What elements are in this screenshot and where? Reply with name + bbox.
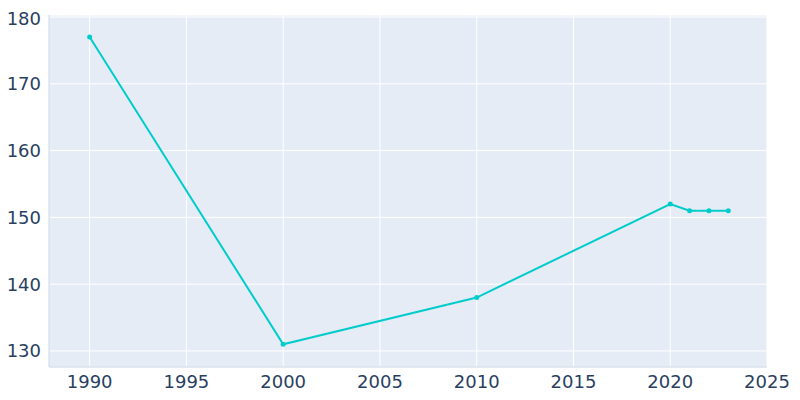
svg-text:140: 140: [8, 274, 41, 295]
svg-text:150: 150: [8, 207, 41, 228]
svg-text:2025: 2025: [744, 371, 790, 392]
svg-text:130: 130: [8, 340, 41, 361]
svg-text:170: 170: [8, 73, 41, 94]
svg-text:180: 180: [8, 8, 41, 29]
svg-text:160: 160: [8, 140, 41, 161]
svg-text:1995: 1995: [164, 371, 210, 392]
svg-text:2000: 2000: [260, 371, 306, 392]
svg-text:1990: 1990: [67, 371, 113, 392]
svg-text:2020: 2020: [647, 371, 693, 392]
svg-text:2010: 2010: [454, 371, 500, 392]
svg-text:2005: 2005: [357, 371, 403, 392]
svg-text:2015: 2015: [551, 371, 597, 392]
